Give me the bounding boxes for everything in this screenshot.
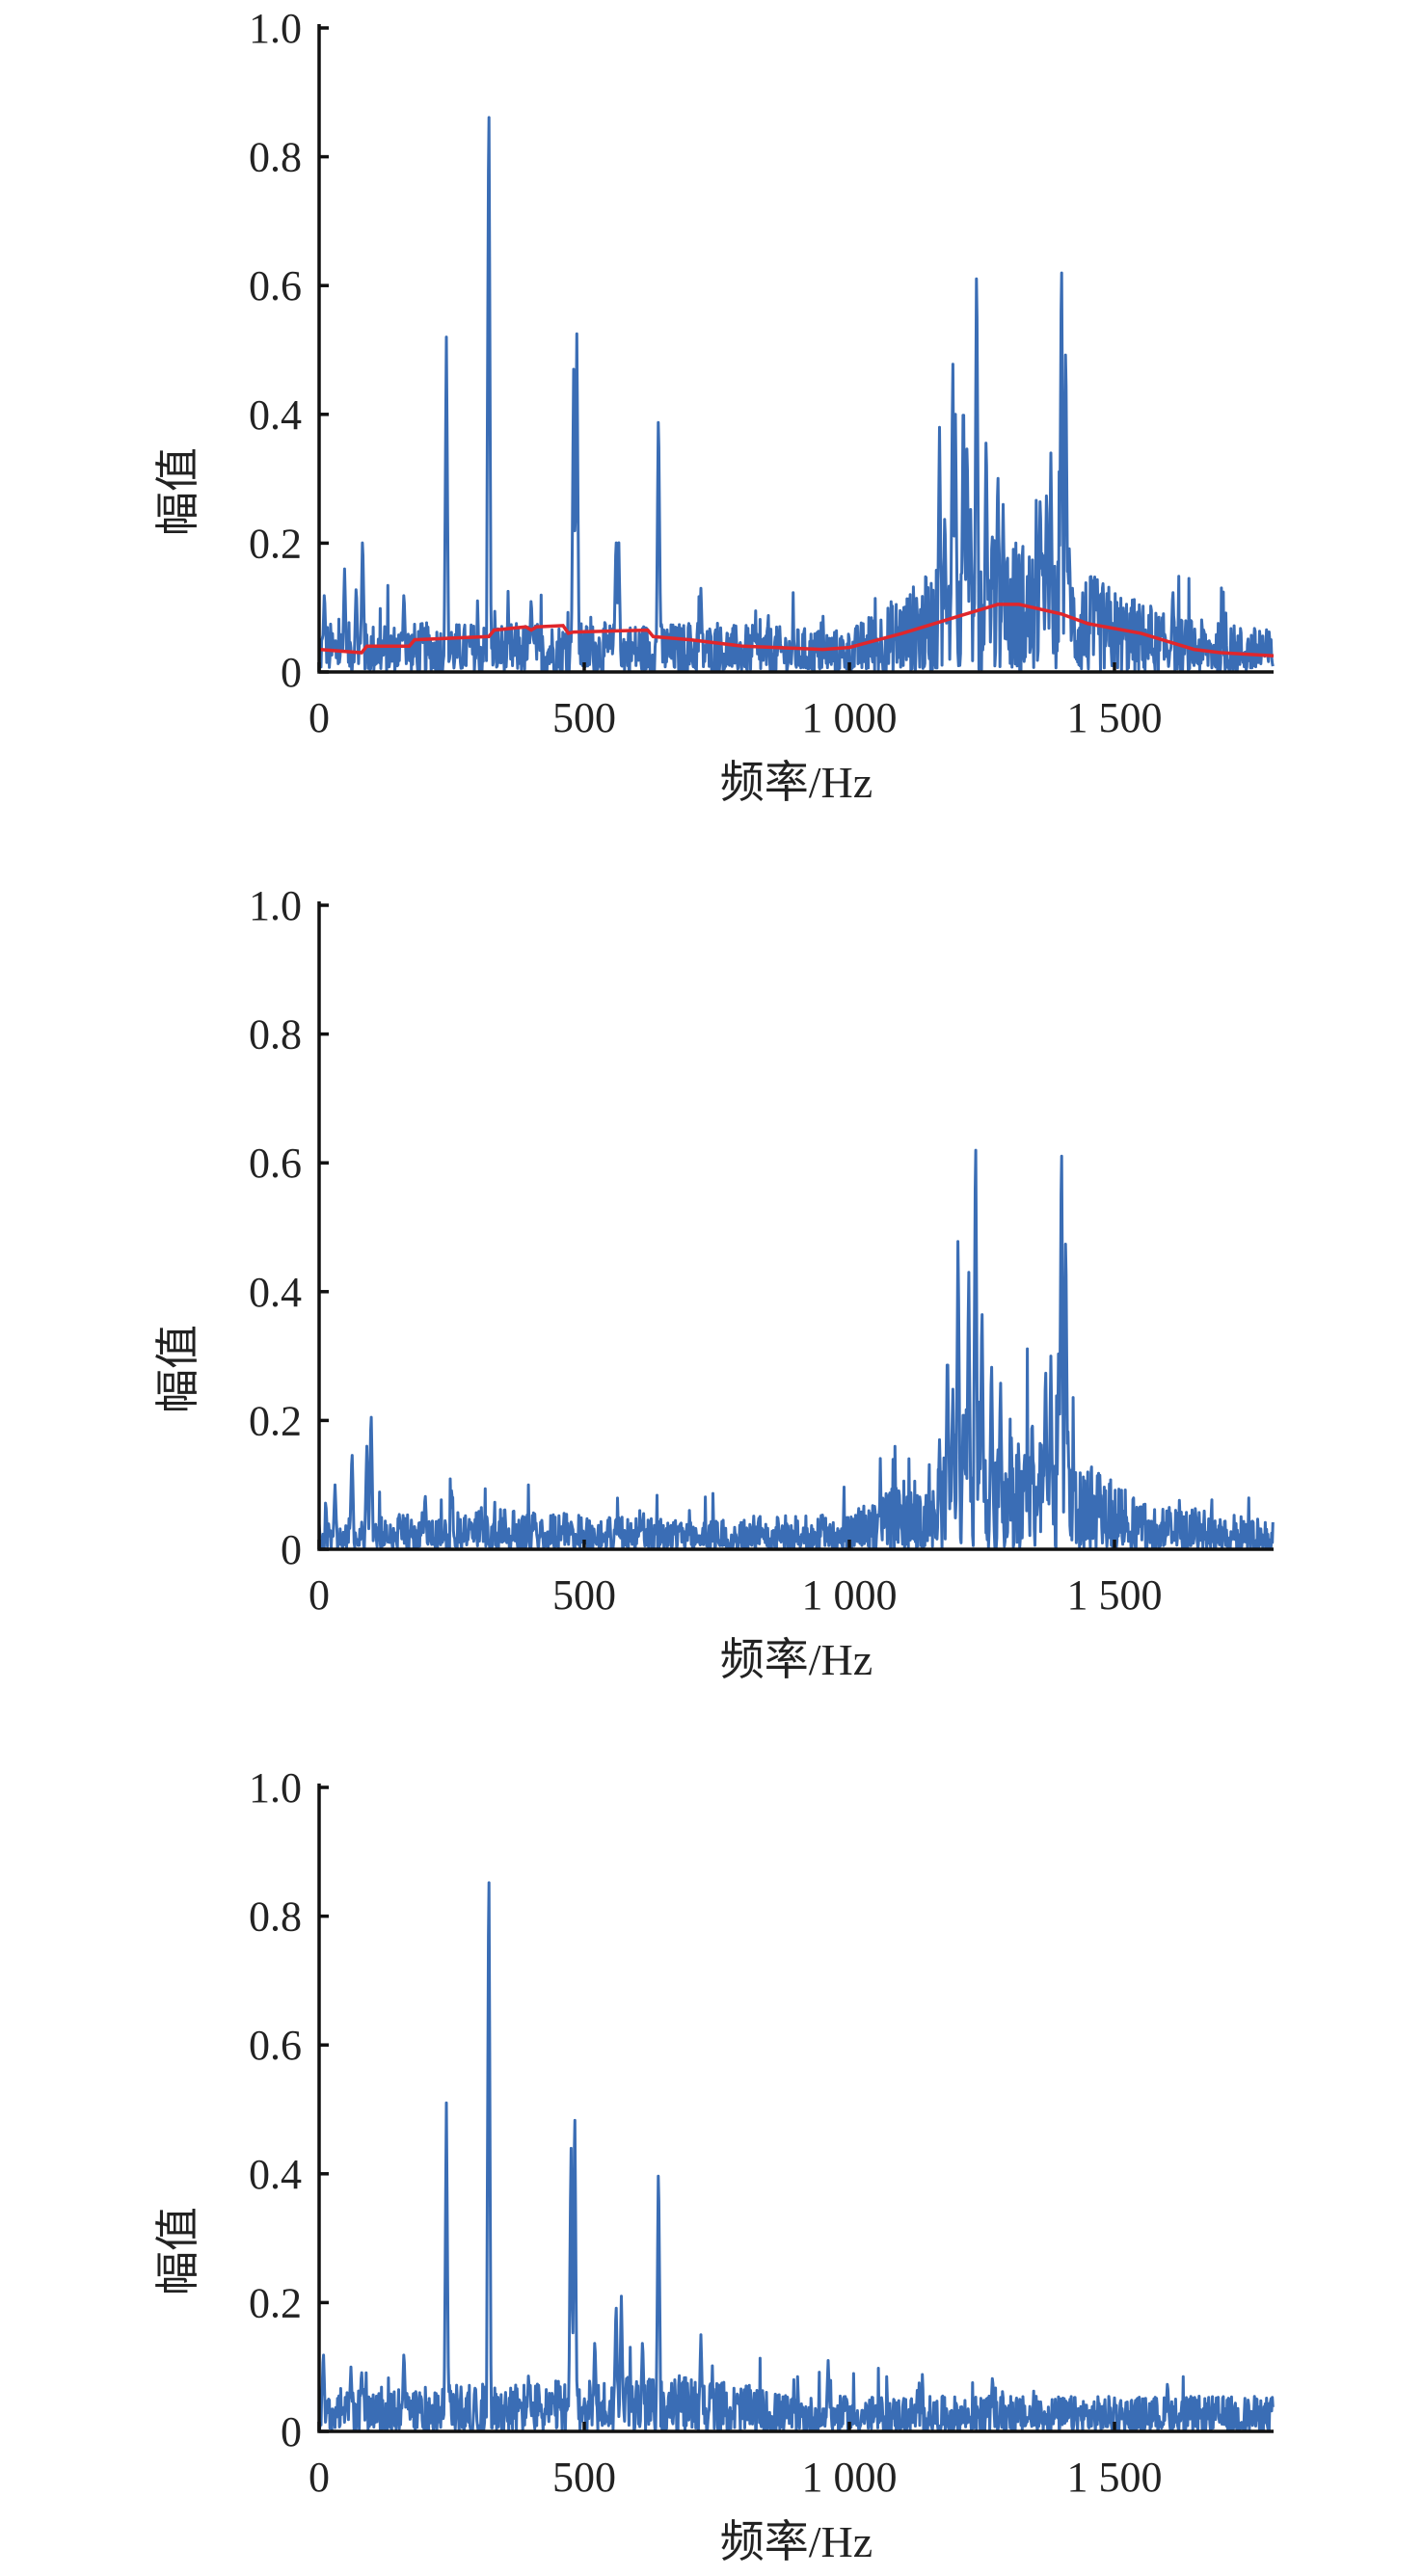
y-tick-label: 0.2 (249, 520, 302, 567)
y-tick-label: 0 (281, 649, 302, 696)
spectrum-panel-3: 0 0.2 0.4 0.6 0.8 1.0 0 500 1 000 1 500 频率/Hz 幅值 (153, 1764, 1275, 2566)
x-tick-label: 500 (552, 694, 616, 741)
x-tick-label: 1 500 (1067, 1571, 1163, 1619)
y-tick-label: 1.0 (249, 5, 302, 52)
y-axis-label: 幅值 (153, 1325, 202, 1413)
y-tick-label: 0.6 (249, 2022, 302, 2069)
y-tick-label: 0.8 (249, 1893, 302, 1941)
y-tick-label: 0.2 (249, 1397, 302, 1444)
x-axis-label: 频率/Hz (720, 1635, 873, 1684)
x-tick-label: 0 (309, 1571, 330, 1619)
x-axis-label: 频率/Hz (720, 758, 873, 807)
y-tick-label: 0 (281, 2408, 302, 2455)
y-tick-label: 0.4 (249, 1269, 302, 1316)
axes (317, 1784, 1274, 2433)
x-tick-label: 500 (552, 2454, 616, 2501)
x-tick-label: 1 000 (802, 2454, 898, 2501)
x-tick-label: 500 (552, 1571, 616, 1619)
axes (317, 24, 1274, 674)
spectrum-line (317, 1148, 1275, 1551)
x-tick-label: 0 (309, 2454, 330, 2501)
x-tick-label: 1 000 (802, 1571, 898, 1619)
y-tick-label: 0.2 (249, 2279, 302, 2326)
y-tick-label: 0.6 (249, 1140, 302, 1187)
y-tick-label: 0.6 (249, 262, 302, 309)
spectrum-line (317, 1881, 1275, 2433)
x-tick-label: 1 500 (1067, 2454, 1163, 2501)
spectrum-line (317, 116, 1275, 674)
y-tick-label: 0.8 (249, 1011, 302, 1059)
y-tick-label: 1.0 (249, 1764, 302, 1811)
y-tick-label: 0.4 (249, 2151, 302, 2198)
spectrum-panel-2: 0 0.2 0.4 0.6 0.8 1.0 0 500 1 000 1 500 频率/Hz 幅值 (153, 882, 1275, 1684)
y-tick-label: 0.8 (249, 134, 302, 181)
spectrum-panel-1: 0 0.2 0.4 0.6 0.8 1.0 0 500 1 000 1 500 频率/Hz 幅值 (153, 5, 1275, 807)
y-axis-label: 幅值 (153, 447, 202, 536)
y-axis-label: 幅值 (153, 2207, 202, 2295)
envelope-line (318, 603, 1275, 658)
y-tick-label: 1.0 (249, 882, 302, 929)
y-tick-label: 0.4 (249, 391, 302, 439)
x-tick-label: 0 (309, 694, 330, 741)
x-axis-label: 频率/Hz (720, 2517, 873, 2566)
x-tick-label: 1 000 (802, 694, 898, 741)
x-tick-label: 1 500 (1067, 694, 1163, 741)
axes (317, 901, 1274, 1551)
y-tick-label: 0 (281, 1526, 302, 1573)
